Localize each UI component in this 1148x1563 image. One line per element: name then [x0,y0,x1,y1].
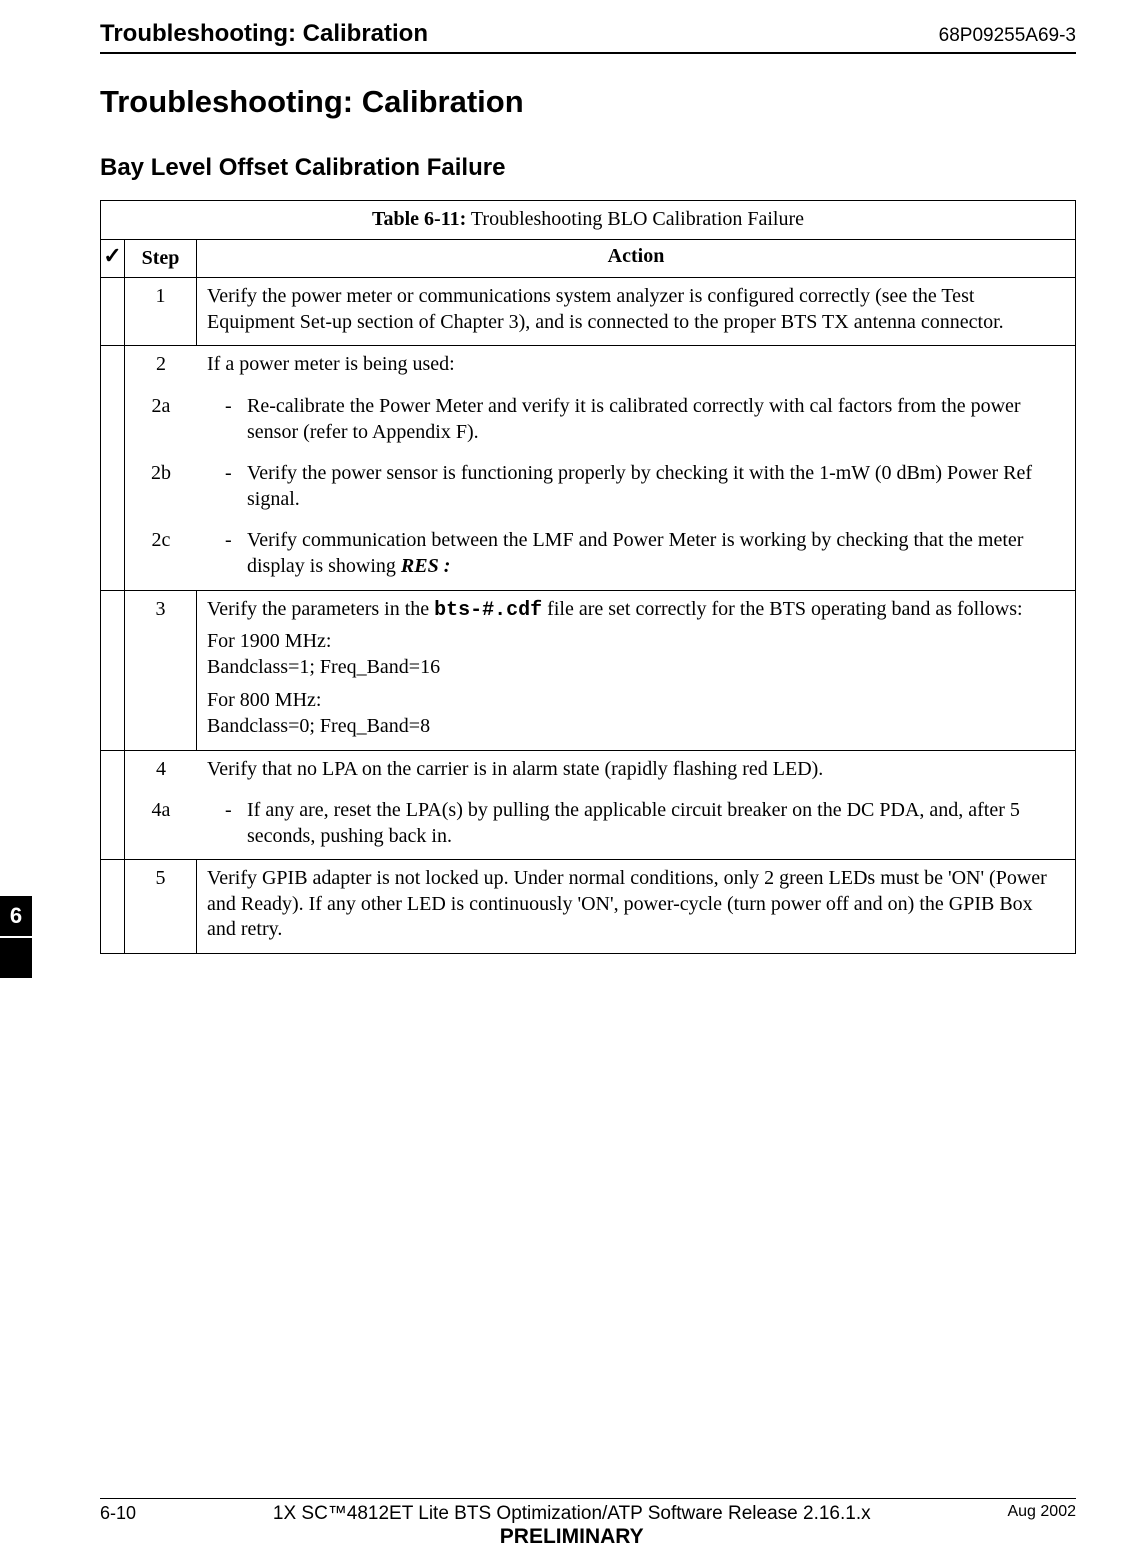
caption-text: Troubleshooting BLO Calibration Failure [466,208,804,230]
step-num: 3 [125,590,197,750]
step-num: 2a [125,388,197,455]
action-text: If any are, reset the LPA(s) by pulling … [247,798,1065,849]
table-row: 3 Verify the parameters in the bts-#.cdf… [101,590,1076,750]
action-text: Verify the parameters in the bts-#.cdf f… [197,590,1076,750]
check-box [101,750,125,860]
code-filename: bts-#.cdf [434,599,542,622]
page-header: Troubleshooting: Calibration 68P09255A69… [100,20,1076,54]
dash-bullet: - [225,394,247,445]
action-text: Verify the power sensor is functioning p… [247,461,1065,512]
caption-label: Table 6-11: [372,208,466,230]
chapter-tab-blank [0,938,32,978]
action-text: Re-calibrate the Power Meter and verify … [247,394,1065,445]
footer-title: 1X SC™4812ET Lite BTS Optimization/ATP S… [273,1503,871,1524]
step-num: 1 [125,278,197,346]
action-text: Verify GPIB adapter is not locked up. Un… [197,860,1076,954]
action-text: If a power meter is being used: [197,346,1075,388]
check-box [101,346,125,590]
check-box [101,278,125,346]
footer-date: Aug 2002 [1007,1503,1076,1521]
footer-preliminary: PRELIMINARY [500,1525,644,1548]
dash-bullet: - [225,461,247,512]
table-row: 5 Verify GPIB adapter is not locked up. … [101,860,1076,954]
col-step: Step [125,239,197,278]
page-number: 6-10 [100,1503,136,1524]
col-check: ✓ [101,239,125,278]
table-caption: Table 6-11: Troubleshooting BLO Calibrat… [101,201,1076,240]
check-box [101,590,125,750]
dash-bullet: - [225,798,247,849]
action-text: Verify communication between the LMF and… [247,528,1065,579]
step-num: 5 [125,860,197,954]
page-title: Troubleshooting: Calibration [100,84,1076,120]
step-num: 4 [125,751,197,793]
step-num: 2b [125,455,197,522]
section-title: Bay Level Offset Calibration Failure [100,154,1076,182]
table-row: 4 Verify that no LPA on the carrier is i… [101,750,1076,860]
step-num: 4a [125,792,197,859]
header-title: Troubleshooting: Calibration [100,20,428,48]
col-action: Action [197,239,1076,278]
chapter-tab: 6 [0,896,32,936]
table-row: 2 If a power meter is being used: 2a -Re… [101,346,1076,590]
check-box [101,860,125,954]
header-docnum: 68P09255A69-3 [939,25,1076,47]
res-label: RES : [401,555,450,577]
troubleshooting-table: Table 6-11: Troubleshooting BLO Calibrat… [100,200,1076,954]
action-text: Verify the power meter or communications… [197,278,1076,346]
step-2-group: 2 If a power meter is being used: 2a -Re… [125,346,1076,590]
step-num: 2 [125,346,197,388]
step-4-group: 4 Verify that no LPA on the carrier is i… [125,750,1076,860]
action-text: Verify that no LPA on the carrier is in … [197,751,1075,793]
page-footer: 6-10 1X SC™4812ET Lite BTS Optimization/… [0,1498,1148,1549]
step-num: 2c [125,522,197,589]
dash-bullet: - [225,528,247,579]
table-row: 1 Verify the power meter or communicatio… [101,278,1076,346]
